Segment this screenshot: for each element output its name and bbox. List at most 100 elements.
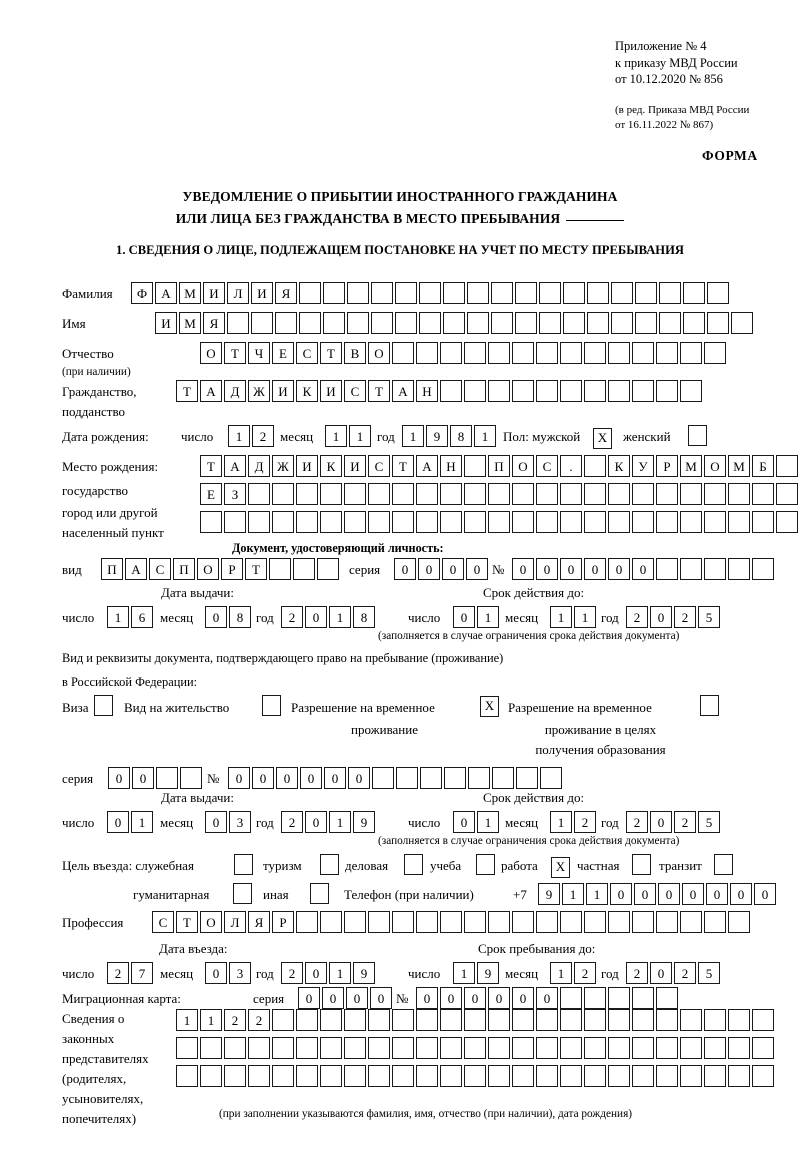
char-cell[interactable]: [368, 1037, 390, 1059]
char-cell[interactable]: [608, 380, 630, 402]
char-cell[interactable]: [512, 1065, 534, 1087]
char-cell[interactable]: [680, 483, 702, 505]
char-cell[interactable]: [728, 911, 750, 933]
char-cell[interactable]: А: [224, 455, 246, 477]
char-cell[interactable]: И: [251, 282, 273, 304]
char-cell[interactable]: 0: [442, 558, 464, 580]
char-cell[interactable]: [440, 1009, 462, 1031]
char-cell[interactable]: [560, 511, 582, 533]
char-cell[interactable]: [344, 1009, 366, 1031]
char-cell[interactable]: [224, 1037, 246, 1059]
char-cell[interactable]: [272, 483, 294, 505]
char-cell[interactable]: 1: [474, 425, 496, 447]
char-cell[interactable]: [224, 511, 246, 533]
char-cell[interactable]: 0: [305, 606, 327, 628]
char-cell[interactable]: 9: [353, 811, 375, 833]
char-cell[interactable]: [440, 380, 462, 402]
char-cell[interactable]: [296, 511, 318, 533]
char-cell[interactable]: [680, 1065, 702, 1087]
char-cell[interactable]: 1: [349, 425, 371, 447]
char-cell[interactable]: [512, 1009, 534, 1031]
char-cell[interactable]: [323, 282, 345, 304]
char-cell[interactable]: [539, 282, 561, 304]
char-cell[interactable]: [584, 911, 606, 933]
char-cell[interactable]: [584, 1037, 606, 1059]
char-cell[interactable]: 0: [706, 883, 728, 905]
char-cell[interactable]: [536, 1037, 558, 1059]
char-cell[interactable]: [488, 1037, 510, 1059]
char-cell[interactable]: 8: [353, 606, 375, 628]
char-cell[interactable]: [512, 483, 534, 505]
char-cell[interactable]: С: [296, 342, 318, 364]
char-cell[interactable]: 0: [608, 558, 630, 580]
char-cell[interactable]: [464, 342, 486, 364]
char-cell[interactable]: 0: [108, 767, 130, 789]
char-cell[interactable]: К: [296, 380, 318, 402]
char-cell[interactable]: [632, 511, 654, 533]
char-cell[interactable]: 0: [276, 767, 298, 789]
char-cell[interactable]: 9: [353, 962, 375, 984]
char-cell[interactable]: К: [608, 455, 630, 477]
char-cell[interactable]: [416, 911, 438, 933]
char-cell[interactable]: [728, 1037, 750, 1059]
char-cell[interactable]: [704, 1009, 726, 1031]
char-cell[interactable]: О: [512, 455, 534, 477]
char-cell[interactable]: [464, 511, 486, 533]
char-cell[interactable]: [512, 511, 534, 533]
char-cell[interactable]: [632, 987, 654, 1009]
char-cell[interactable]: [563, 312, 585, 334]
char-cell[interactable]: С: [344, 380, 366, 402]
char-cell[interactable]: [683, 282, 705, 304]
char-cell[interactable]: [275, 312, 297, 334]
char-cell[interactable]: 0: [205, 606, 227, 628]
char-cell[interactable]: 0: [453, 606, 475, 628]
char-cell[interactable]: 0: [228, 767, 250, 789]
char-cell[interactable]: [464, 911, 486, 933]
char-cell[interactable]: И: [344, 455, 366, 477]
char-cell[interactable]: [317, 558, 339, 580]
char-cell[interactable]: [776, 455, 798, 477]
char-cell[interactable]: 0: [488, 987, 510, 1009]
char-cell[interactable]: [656, 558, 678, 580]
char-cell[interactable]: [488, 911, 510, 933]
char-cell[interactable]: [680, 1037, 702, 1059]
char-cell[interactable]: [704, 483, 726, 505]
char-cell[interactable]: 0: [650, 811, 672, 833]
char-cell[interactable]: [608, 483, 630, 505]
char-cell[interactable]: 0: [298, 987, 320, 1009]
char-cell[interactable]: [368, 1009, 390, 1031]
char-cell[interactable]: [488, 342, 510, 364]
char-cell[interactable]: 2: [574, 811, 596, 833]
char-cell[interactable]: Ф: [131, 282, 153, 304]
char-cell[interactable]: 1: [586, 883, 608, 905]
char-cell[interactable]: [176, 1065, 198, 1087]
char-cell[interactable]: [704, 558, 726, 580]
char-cell[interactable]: [584, 342, 606, 364]
char-cell[interactable]: [372, 767, 394, 789]
char-cell[interactable]: [536, 342, 558, 364]
char-cell[interactable]: [584, 455, 606, 477]
char-cell[interactable]: 2: [674, 606, 696, 628]
char-cell[interactable]: [251, 312, 273, 334]
char-cell[interactable]: 0: [560, 558, 582, 580]
char-cell[interactable]: [368, 511, 390, 533]
char-cell[interactable]: [728, 558, 750, 580]
char-cell[interactable]: [680, 511, 702, 533]
char-cell[interactable]: 0: [512, 558, 534, 580]
char-cell[interactable]: 2: [626, 962, 648, 984]
char-cell[interactable]: [632, 911, 654, 933]
char-cell[interactable]: 0: [305, 811, 327, 833]
char-cell[interactable]: [683, 312, 705, 334]
char-cell[interactable]: [488, 483, 510, 505]
char-cell[interactable]: [320, 1009, 342, 1031]
char-cell[interactable]: 2: [574, 962, 596, 984]
char-cell[interactable]: [464, 1065, 486, 1087]
